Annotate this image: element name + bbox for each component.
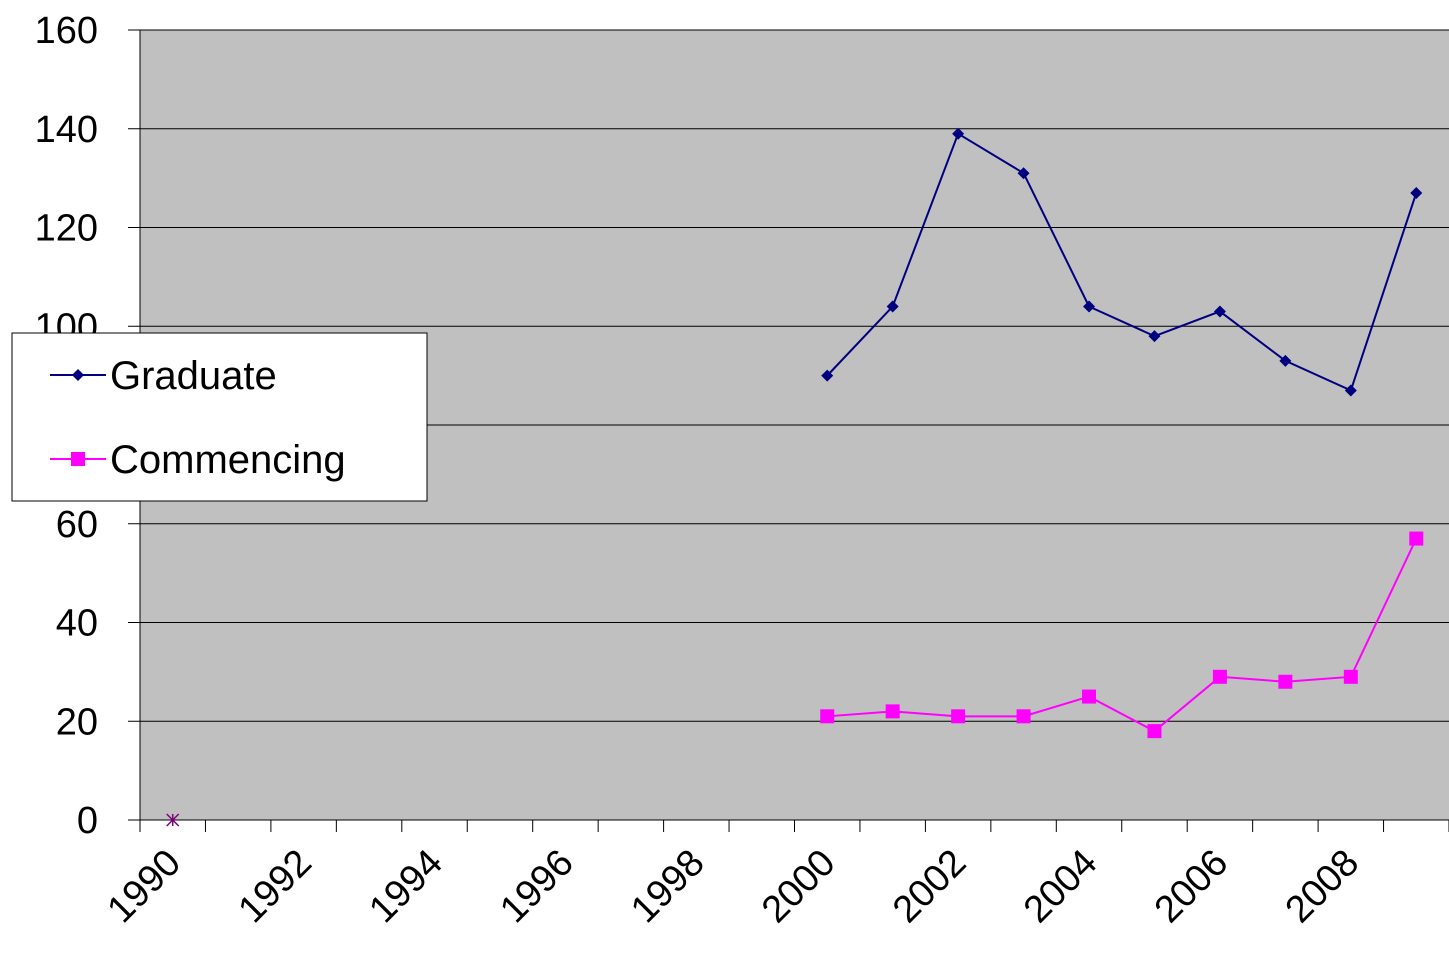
- legend: Graduate Commencing: [11, 332, 428, 502]
- x-tick-label: 1998: [623, 842, 712, 931]
- annotation-layer: [166, 813, 180, 827]
- data-point: [1213, 305, 1226, 318]
- y-tick-label: 20: [56, 701, 98, 743]
- y-tick-label: 0: [77, 800, 98, 842]
- data-point: [885, 704, 900, 719]
- data-point: [886, 300, 899, 313]
- legend-swatch-marker: [71, 452, 85, 466]
- legend-swatch-marker: [72, 369, 84, 381]
- x-tick-label: 2004: [1016, 842, 1105, 931]
- legend-item-commencing: Commencing: [50, 438, 346, 482]
- y-tick-label: 120: [35, 208, 98, 250]
- data-point: [1016, 709, 1031, 724]
- data-point: [1409, 531, 1424, 546]
- data-point: [1017, 167, 1030, 180]
- data-point: [1083, 300, 1096, 313]
- legend-label: Graduate: [110, 354, 277, 398]
- data-point: [1082, 689, 1097, 704]
- data-point: [1147, 724, 1162, 739]
- series-graduate: [821, 127, 1423, 397]
- series-layer: [820, 127, 1424, 739]
- x-tick-label: 2006: [1147, 842, 1236, 931]
- x-axis-ticks: 1990 1992 1994 1996 1998 2000 2002 2004 2006 2008: [100, 820, 1449, 931]
- data-point: [1279, 354, 1292, 367]
- x-tick-label: 1996: [492, 842, 581, 931]
- x-tick-label: 1994: [361, 842, 450, 931]
- data-point: [821, 369, 834, 382]
- data-point: [1148, 330, 1161, 343]
- legend-label: Commencing: [110, 438, 346, 482]
- series-line: [826, 132, 1418, 392]
- y-tick-label: 160: [35, 10, 98, 52]
- series-commencing: [820, 531, 1424, 739]
- x-tick-label: 2002: [885, 842, 974, 931]
- data-point: [820, 709, 835, 724]
- legend-item-graduate: Graduate: [50, 354, 277, 398]
- y-tick-label: 140: [35, 109, 98, 151]
- data-point: [951, 709, 966, 724]
- data-point: [1278, 674, 1293, 689]
- y-tick-label: 60: [56, 504, 98, 546]
- y-tick-label: 40: [56, 603, 98, 645]
- legend-box: [11, 332, 428, 502]
- data-point: [1343, 669, 1358, 684]
- data-point: [952, 127, 965, 140]
- data-point: [1410, 186, 1423, 199]
- x-tick-label: 2000: [754, 842, 843, 931]
- x-tick-label: 2008: [1278, 842, 1367, 931]
- series-line: [827, 538, 1418, 733]
- x-tick-label: 1990: [100, 842, 189, 931]
- data-point: [1212, 669, 1227, 684]
- data-point: [1344, 384, 1357, 397]
- x-tick-label: 1992: [231, 842, 320, 931]
- star-marker: [166, 813, 180, 827]
